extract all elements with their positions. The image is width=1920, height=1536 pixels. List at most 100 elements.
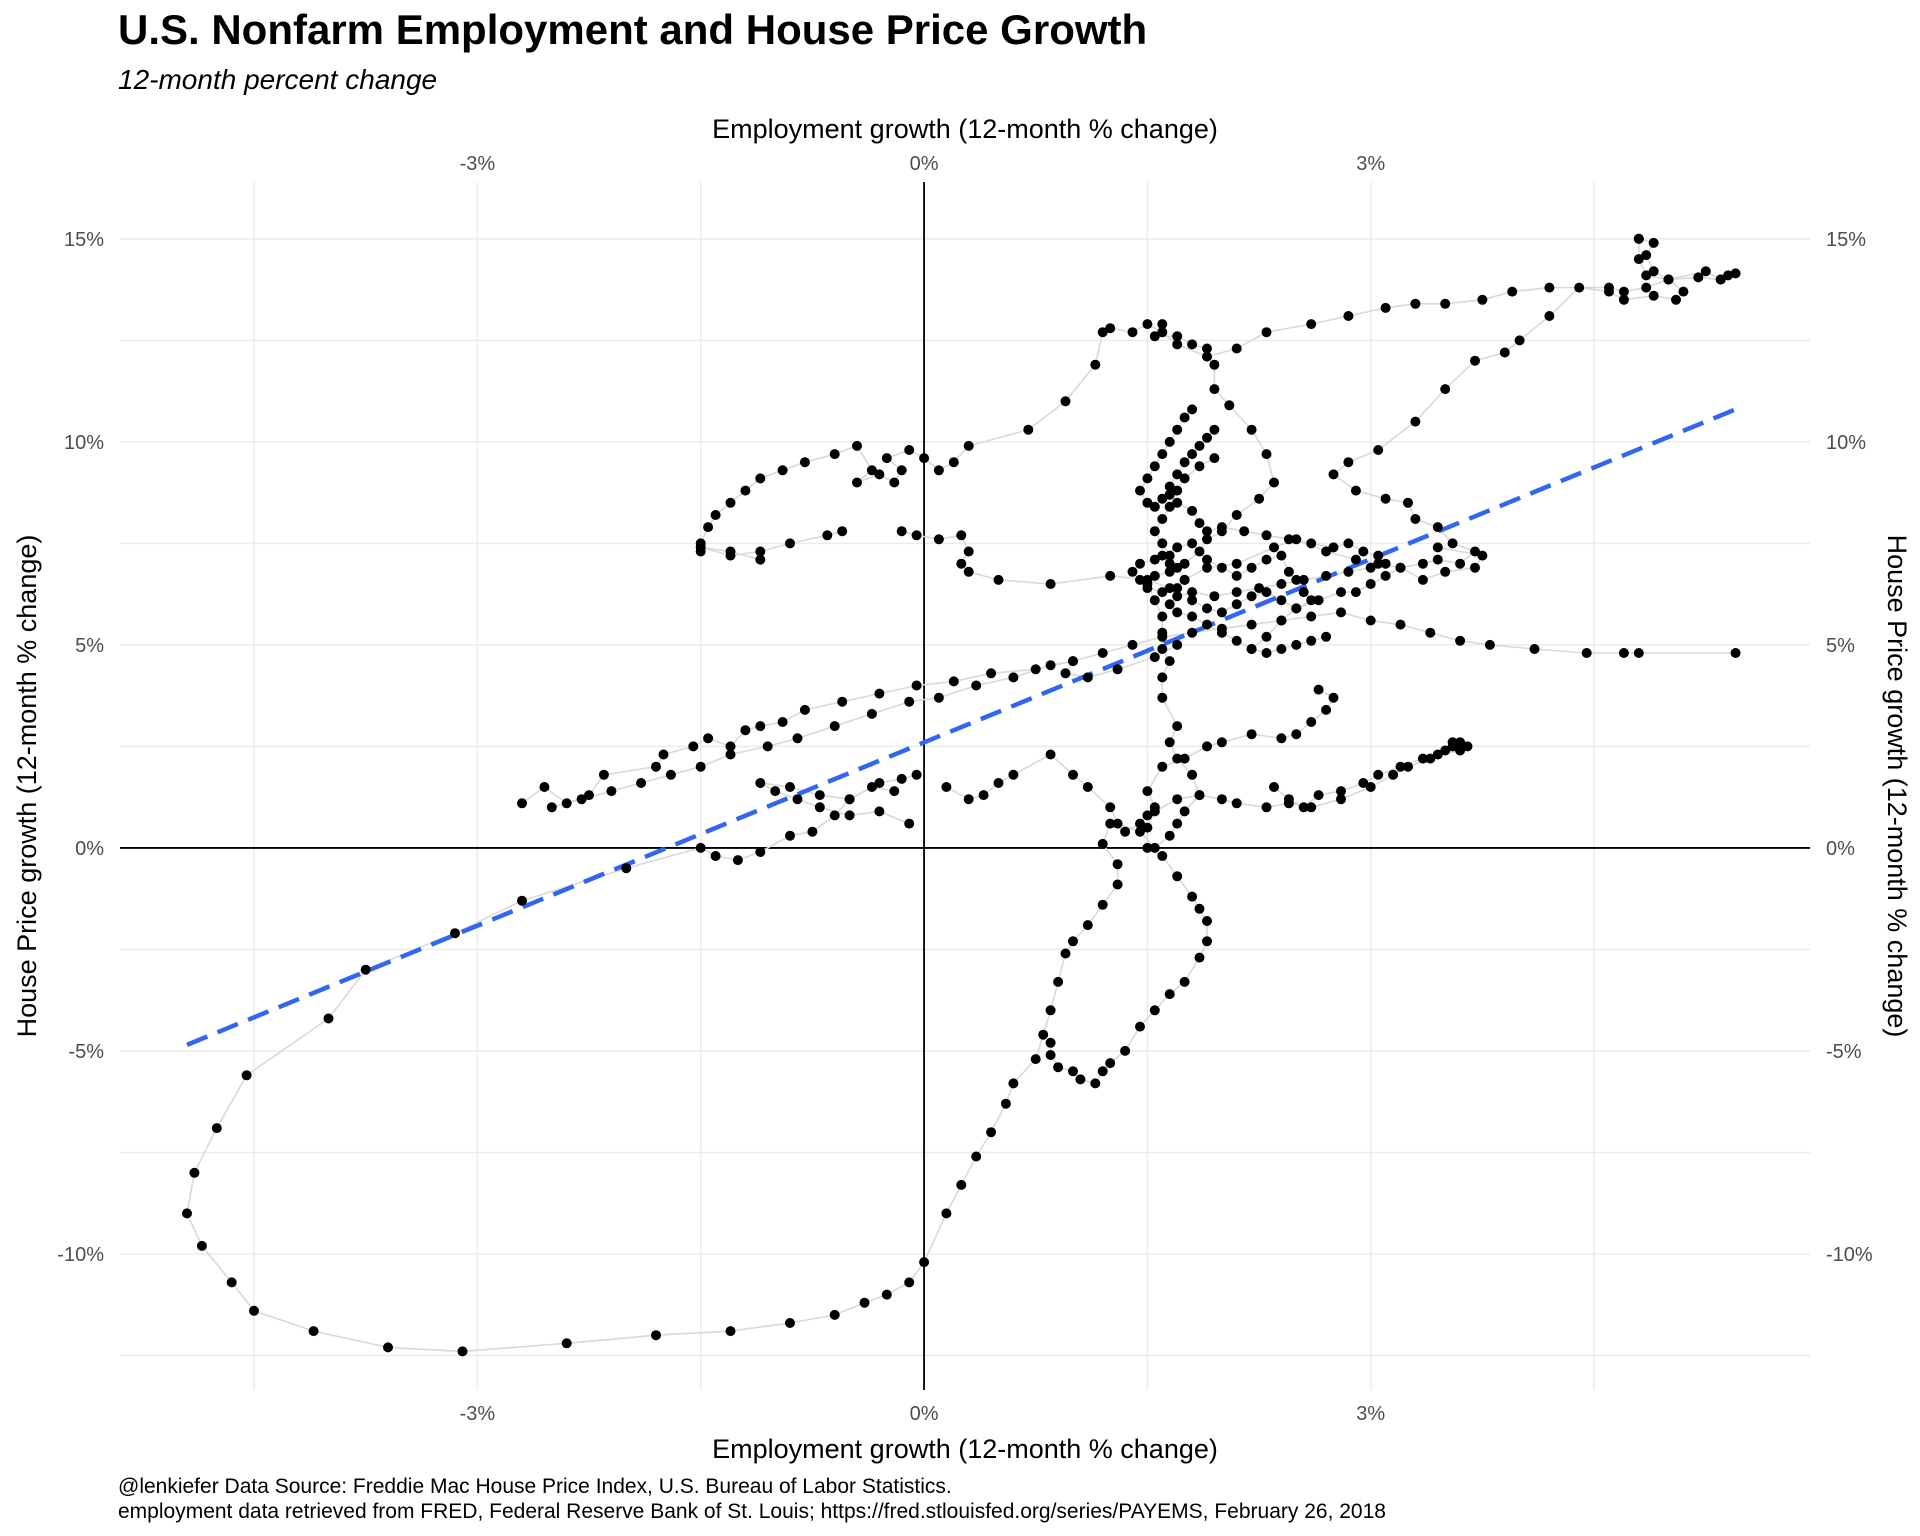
data-point xyxy=(1216,737,1227,748)
data-point xyxy=(249,1305,259,1316)
data-point xyxy=(1164,737,1175,748)
data-point xyxy=(725,546,736,557)
data-point xyxy=(1231,599,1242,610)
data-point xyxy=(1269,782,1279,792)
data-point xyxy=(1306,717,1317,727)
data-point xyxy=(1373,769,1384,780)
data-point xyxy=(1179,473,1190,484)
data-point xyxy=(1410,514,1421,524)
data-point xyxy=(308,1326,319,1337)
data-point xyxy=(1641,250,1652,261)
data-point xyxy=(1432,522,1443,533)
data-point xyxy=(755,847,766,857)
data-point xyxy=(1097,327,1108,338)
data-point xyxy=(1648,290,1659,301)
data-point xyxy=(948,457,959,468)
data-point xyxy=(785,782,795,792)
zero-lines xyxy=(120,182,1810,1390)
data-point xyxy=(799,704,810,715)
data-point xyxy=(584,790,594,801)
data-point xyxy=(1410,298,1421,309)
data-point xyxy=(1187,891,1198,902)
data-point xyxy=(1678,286,1689,297)
data-point xyxy=(1164,550,1175,561)
data-point xyxy=(1187,505,1198,516)
data-point xyxy=(1105,1058,1116,1069)
data-point xyxy=(956,530,967,541)
data-point xyxy=(1112,859,1123,870)
data-point xyxy=(874,778,885,788)
data-point xyxy=(1060,668,1071,679)
data-point xyxy=(1447,538,1458,549)
path-segment xyxy=(186,688,1335,1353)
data-point xyxy=(241,1070,252,1081)
x-tick-label-bottom: 3% xyxy=(1356,1403,1385,1425)
data-point xyxy=(1328,692,1339,703)
x-tick-label-top: 0% xyxy=(910,153,939,175)
data-point xyxy=(1187,404,1198,415)
data-point xyxy=(1090,359,1101,370)
data-point xyxy=(866,465,877,476)
data-point xyxy=(1618,294,1629,305)
path-segment xyxy=(551,644,1178,809)
data-point xyxy=(829,810,840,821)
data-point xyxy=(1202,603,1212,614)
data-point xyxy=(1283,534,1294,545)
data-point xyxy=(1149,501,1160,512)
data-point xyxy=(1730,268,1741,279)
data-point xyxy=(1641,270,1652,281)
data-point xyxy=(539,782,550,792)
data-point xyxy=(1157,851,1168,861)
data-point xyxy=(1172,871,1183,882)
caption-line-retrieval: employment data retrieved from FRED, Fed… xyxy=(118,1500,1386,1523)
data-point xyxy=(1239,526,1250,537)
data-point xyxy=(1179,753,1190,764)
data-point xyxy=(1157,672,1168,683)
data-point xyxy=(1202,343,1212,354)
data-point xyxy=(1157,327,1168,338)
data-point xyxy=(1209,453,1220,464)
data-point xyxy=(1164,481,1175,492)
data-point xyxy=(1194,518,1205,529)
y-tick-label-left: -5% xyxy=(68,1041,104,1063)
data-point xyxy=(1157,319,1168,330)
data-point xyxy=(1246,424,1257,435)
data-point xyxy=(1321,570,1332,581)
data-point xyxy=(1306,538,1317,549)
data-point xyxy=(1291,603,1302,614)
data-point xyxy=(1663,274,1674,285)
data-point xyxy=(1261,648,1272,658)
data-point xyxy=(1261,554,1272,565)
data-point xyxy=(1231,558,1242,569)
path-segment xyxy=(1273,741,1462,809)
data-point xyxy=(919,1257,930,1268)
data-point xyxy=(1135,1021,1145,1032)
data-point xyxy=(1179,574,1190,585)
data-point xyxy=(1060,396,1071,407)
data-point xyxy=(1246,562,1257,573)
data-point xyxy=(1187,611,1198,622)
data-point xyxy=(1254,583,1265,594)
data-point xyxy=(1149,652,1160,663)
data-point xyxy=(1157,644,1168,654)
data-point xyxy=(1283,794,1294,805)
data-point xyxy=(1276,644,1287,654)
data-point xyxy=(1395,619,1406,630)
data-point xyxy=(1254,493,1265,504)
data-point xyxy=(1269,542,1279,553)
data-point xyxy=(1082,782,1093,792)
data-point xyxy=(993,574,1004,585)
data-point xyxy=(1380,558,1391,569)
data-point xyxy=(1224,400,1235,411)
y-tick-label-right: 0% xyxy=(1826,838,1855,860)
x-tick-label-bottom: 0% xyxy=(910,1403,939,1425)
data-point xyxy=(1246,644,1257,654)
data-point xyxy=(1276,550,1287,561)
data-point xyxy=(1246,591,1257,602)
data-point xyxy=(1306,611,1317,622)
data-point xyxy=(1172,591,1183,602)
data-point xyxy=(658,749,669,760)
data-point xyxy=(1417,558,1428,569)
data-point xyxy=(904,818,915,829)
data-point xyxy=(1008,672,1019,683)
